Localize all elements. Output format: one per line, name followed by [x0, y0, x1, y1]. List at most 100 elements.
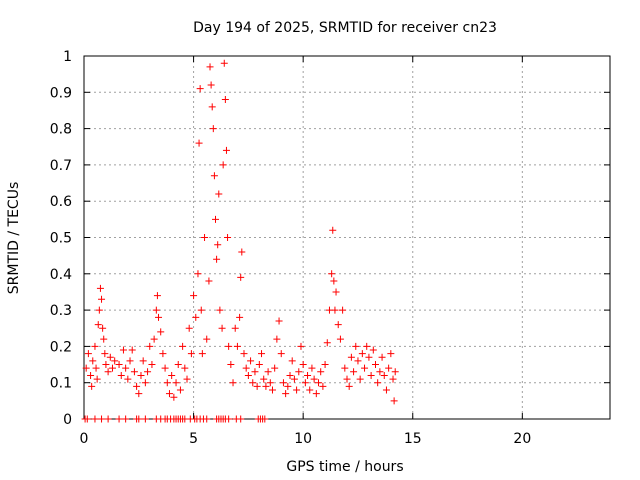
data-point: [222, 146, 230, 154]
data-point: [299, 361, 307, 369]
data-point: [258, 350, 266, 358]
data-point: [255, 361, 263, 369]
data-point: [111, 357, 119, 365]
y-tick-label: 0.1: [50, 376, 72, 392]
data-point: [282, 390, 290, 398]
data-point: [371, 361, 379, 369]
data-point: [284, 382, 292, 390]
data-point: [343, 375, 351, 383]
data-point: [315, 379, 323, 387]
data-point: [336, 335, 344, 343]
data-point: [152, 306, 160, 314]
data-point: [195, 139, 203, 147]
data-point: [356, 375, 364, 383]
data-point: [286, 371, 294, 379]
data-point: [122, 415, 130, 423]
data-point: [137, 371, 145, 379]
grid-lines: [84, 56, 610, 419]
data-point: [104, 368, 112, 376]
x-tick-label: 10: [294, 431, 312, 447]
data-point: [301, 379, 309, 387]
data-point: [242, 364, 250, 372]
data-point: [148, 361, 156, 369]
data-point: [87, 371, 95, 379]
data-point: [332, 288, 340, 296]
y-tick-label: 0.4: [50, 267, 72, 283]
data-point: [102, 361, 110, 369]
y-tick-label: 0.7: [50, 158, 72, 174]
data-point: [374, 379, 382, 387]
data-point: [197, 306, 205, 314]
data-point: [146, 342, 154, 350]
data-points: [81, 59, 399, 423]
data-point: [174, 361, 182, 369]
data-point: [229, 379, 237, 387]
data-point: [319, 382, 327, 390]
data-point: [115, 361, 123, 369]
data-point: [122, 364, 130, 372]
plot-frame: [83, 55, 611, 420]
data-point: [213, 255, 221, 263]
y-tick-label: 1: [63, 49, 72, 65]
data-point: [91, 342, 99, 350]
data-point: [126, 357, 134, 365]
data-point: [82, 364, 90, 372]
data-point: [187, 350, 195, 358]
data-point: [84, 350, 92, 358]
data-point: [98, 295, 106, 303]
data-point: [94, 321, 102, 329]
data-point: [317, 368, 325, 376]
data-point: [91, 415, 99, 423]
data-point: [128, 346, 136, 354]
data-point: [135, 390, 143, 398]
data-point: [135, 415, 143, 423]
data-point: [196, 85, 204, 93]
data-point: [225, 342, 233, 350]
data-point: [321, 361, 329, 369]
data-point: [99, 324, 107, 332]
data-point: [124, 375, 132, 383]
data-point: [288, 357, 296, 365]
data-point: [352, 342, 360, 350]
data-point: [237, 415, 245, 423]
data-point: [369, 346, 377, 354]
data-point: [165, 390, 173, 398]
data-point: [330, 277, 338, 285]
data-point: [376, 368, 384, 376]
data-point: [214, 241, 222, 249]
y-tick-label: 0: [63, 412, 72, 428]
data-point: [115, 415, 123, 423]
data-point: [236, 313, 244, 321]
data-point: [347, 353, 355, 361]
data-point: [192, 313, 200, 321]
data-point: [179, 342, 187, 350]
data-point: [203, 335, 211, 343]
data-point: [201, 234, 209, 241]
data-point: [293, 386, 301, 394]
data-point: [141, 415, 149, 423]
y-tick-label: 0.6: [50, 194, 72, 210]
data-point: [227, 361, 235, 369]
data-point: [277, 350, 285, 358]
data-point: [361, 364, 369, 372]
data-point: [308, 364, 316, 372]
data-point: [150, 335, 158, 343]
data-point: [328, 270, 336, 278]
data-point: [159, 350, 167, 358]
data-point: [92, 364, 100, 372]
data-point: [244, 371, 252, 379]
data-point: [329, 226, 337, 234]
x-tick-label: 0: [80, 431, 89, 447]
x-tick-label: 20: [513, 431, 531, 447]
data-point: [108, 364, 116, 372]
data-point: [262, 382, 270, 390]
data-point: [253, 382, 261, 390]
data-point: [268, 386, 276, 394]
data-point: [279, 379, 287, 387]
data-point: [339, 306, 347, 314]
data-point: [295, 368, 303, 376]
data-point: [181, 364, 189, 372]
data-point: [133, 382, 141, 390]
data-point: [238, 248, 246, 256]
data-point: [231, 324, 239, 332]
